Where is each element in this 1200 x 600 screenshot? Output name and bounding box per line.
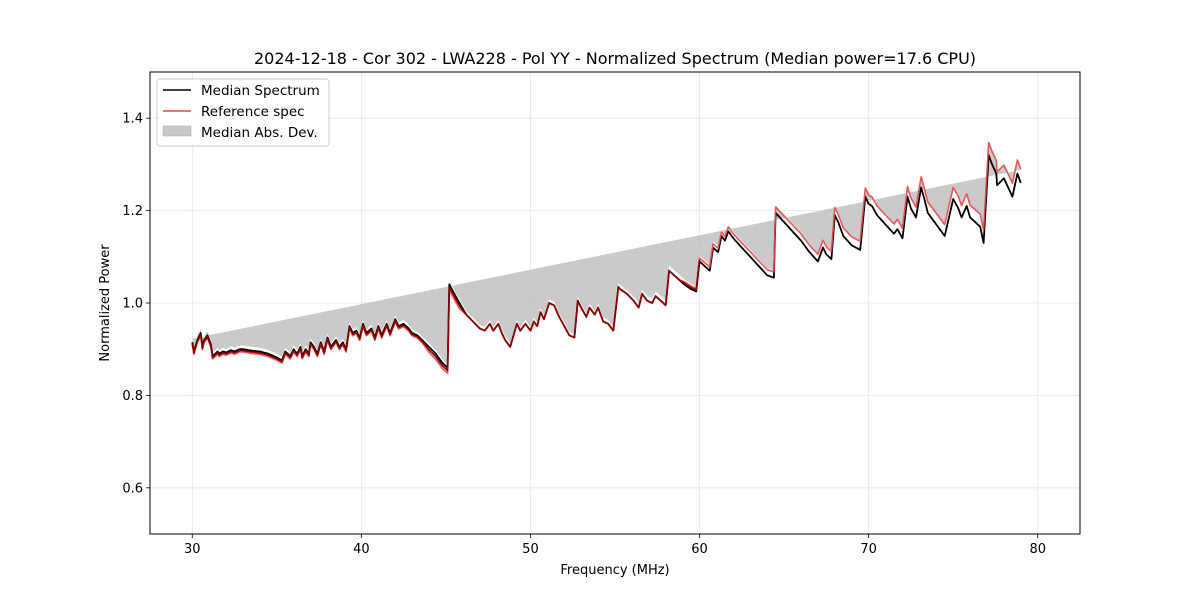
legend-swatch-mad (162, 125, 192, 137)
x-axis: 30 40 50 60 70 80 (184, 534, 1046, 557)
x-tick-label: 30 (184, 542, 201, 557)
y-tick-label: 1.2 (122, 204, 143, 219)
x-axis-label: Frequency (MHz) (560, 563, 669, 578)
y-tick-label: 1.4 (122, 112, 143, 127)
legend-label-median: Median Spectrum (201, 83, 320, 99)
y-tick-label: 1.0 (122, 297, 143, 312)
chart-title: 2024-12-18 - Cor 302 - LWA228 - Pol YY -… (254, 49, 976, 68)
legend-box (156, 78, 330, 147)
x-tick-label: 50 (522, 542, 539, 557)
y-tick-label: 0.8 (122, 389, 143, 404)
x-tick-label: 70 (860, 542, 877, 557)
legend: Median Spectrum Reference spec Median Ab… (156, 78, 330, 147)
x-tick-label: 40 (353, 542, 370, 557)
mad-band (192, 142, 1021, 364)
y-axis-label: Normalized Power (98, 244, 113, 362)
series-lines (191, 141, 1022, 375)
legend-label-reference: Reference spec (201, 104, 305, 120)
legend-label-mad: Median Abs. Dev. (201, 125, 318, 141)
mad-band-group (192, 142, 1021, 364)
y-tick-label: 0.6 (122, 481, 143, 496)
overlap-line (191, 259, 701, 372)
y-axis: 0.6 0.8 1.0 1.2 1.4 (122, 112, 150, 496)
x-tick-label: 80 (1029, 542, 1046, 557)
x-tick-label: 60 (691, 542, 708, 557)
